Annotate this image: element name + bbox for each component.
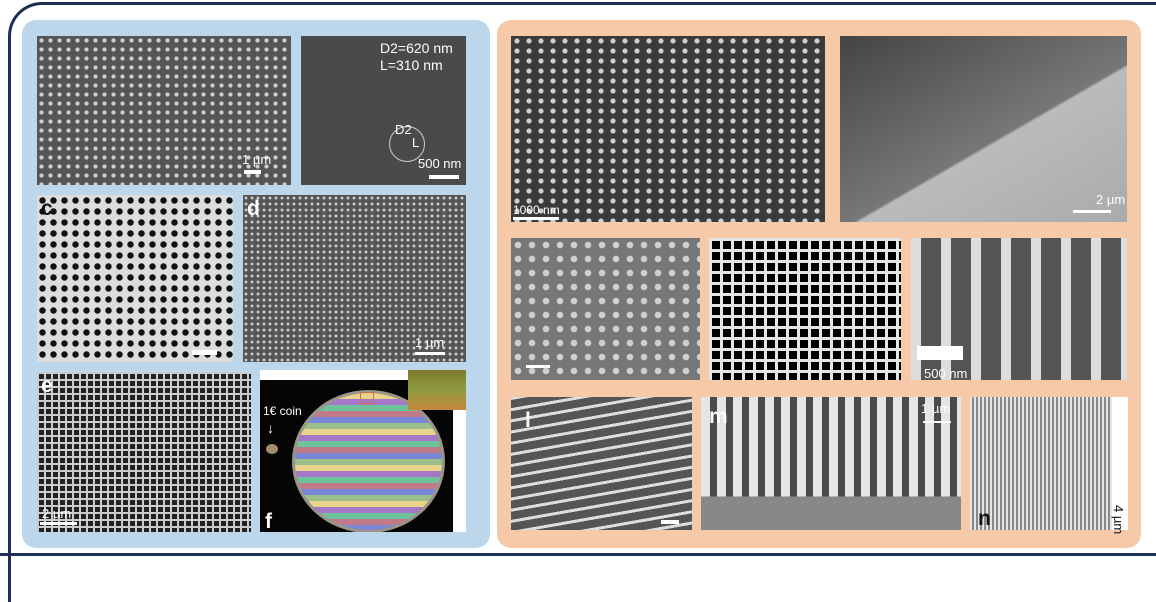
- slide-bottom-rule: [0, 553, 1156, 556]
- panel-b-sem-image: D2=620 nm L=310 nm D2 L 500 nm: [301, 36, 466, 185]
- panel-m-sem-image: m 1 µm: [701, 397, 961, 530]
- scale-label: 500 nm: [924, 366, 968, 380]
- panel-nanopillars: [511, 238, 700, 380]
- scale-label: 2 µm: [42, 506, 72, 521]
- scale-bar: [1073, 210, 1111, 213]
- panel-square-holes: [709, 238, 901, 380]
- coin-label: 1€ coin: [263, 404, 302, 418]
- scale-bar: [244, 170, 261, 174]
- scale-label: 1 µm: [921, 401, 951, 416]
- panel-f-wafer-photo: 1€ coin ↓ f: [260, 370, 466, 532]
- panel-label: l: [525, 409, 531, 432]
- scale-bar: [40, 522, 77, 525]
- scale-bar: [917, 346, 963, 360]
- panel-label: d: [247, 197, 260, 220]
- scale-bar: [923, 421, 951, 423]
- panel-label: c: [41, 197, 53, 220]
- panel-label: e: [41, 374, 53, 397]
- diagram-l: L: [412, 135, 420, 150]
- scale-bar: [429, 175, 459, 179]
- scale-bar: [526, 365, 550, 368]
- panel-n-sem-image: n: [970, 397, 1112, 530]
- annotation-d2: D2=620 nm: [380, 40, 453, 56]
- annotation-l: L=310 nm: [380, 57, 443, 73]
- panel-label: n: [978, 507, 991, 530]
- scale-label: 500 nm: [418, 156, 462, 171]
- zoom-inset: [408, 370, 466, 410]
- scale-bar: [415, 352, 445, 355]
- panel-tilted-array: 2 µm: [840, 36, 1127, 222]
- inset-marker: [360, 392, 374, 404]
- panel-rotated-nanofins: 1000 nm: [511, 36, 825, 222]
- panel-c-sem-image: c: [37, 195, 233, 362]
- panel-label: f: [265, 510, 272, 532]
- panel-label: m: [709, 405, 728, 428]
- coin: [266, 444, 278, 454]
- scale-bar: [661, 520, 679, 524]
- arrow-down-icon: ↓: [267, 420, 274, 436]
- panel-e-sem-image: e 2 µm: [37, 372, 251, 532]
- slide-frame: [8, 2, 1156, 602]
- crescent-diagram: [389, 126, 425, 162]
- panel-d-sem-image: d 1 µm: [243, 195, 466, 362]
- panel-l-sem-image: l: [511, 397, 692, 530]
- scale-bar: [192, 350, 217, 355]
- scale-label: 1000 nm: [513, 203, 560, 217]
- scale-bar: [513, 217, 559, 220]
- panel-tall-pillars: 500 nm: [911, 238, 1127, 380]
- scale-label: 2 µm: [1096, 192, 1126, 207]
- diagram-d2: D2: [395, 122, 412, 137]
- panel-n-margin: [1112, 397, 1128, 530]
- wafer: [292, 390, 445, 532]
- scale-label: 4 µm: [1111, 505, 1126, 535]
- panel-a-sem-image: 1 µm: [37, 36, 291, 185]
- scale-label: 1 µm: [415, 335, 445, 350]
- scale-label: 1 µm: [242, 152, 272, 167]
